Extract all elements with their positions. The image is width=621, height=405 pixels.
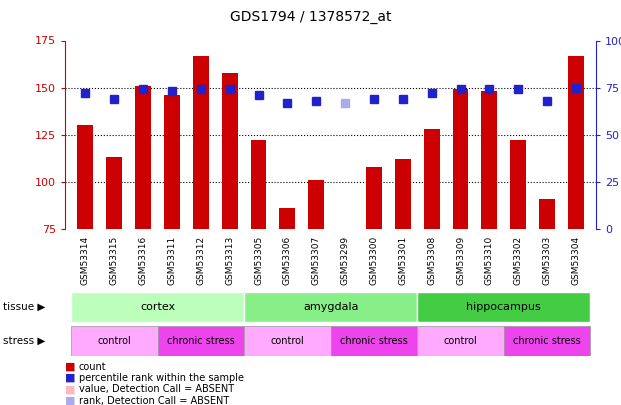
Text: GSM53304: GSM53304 — [571, 236, 581, 285]
Text: GSM53302: GSM53302 — [514, 236, 523, 285]
Bar — [279, 208, 296, 229]
Text: GSM53310: GSM53310 — [485, 236, 494, 285]
Bar — [330, 326, 417, 356]
Text: GSM53312: GSM53312 — [196, 236, 206, 285]
Text: cortex: cortex — [140, 302, 175, 312]
Text: tissue ▶: tissue ▶ — [3, 302, 45, 312]
Bar — [78, 125, 93, 229]
Text: GSM53303: GSM53303 — [543, 236, 551, 285]
Bar — [71, 326, 158, 356]
Text: ■: ■ — [65, 396, 76, 405]
Text: GSM53316: GSM53316 — [138, 236, 148, 285]
Text: GDS1794 / 1378572_at: GDS1794 / 1378572_at — [230, 10, 391, 24]
Bar — [308, 180, 324, 229]
Text: GSM53315: GSM53315 — [110, 236, 119, 285]
Bar — [568, 55, 584, 229]
Bar — [244, 292, 417, 322]
Bar — [453, 90, 468, 229]
Bar — [222, 72, 238, 229]
Text: GSM53314: GSM53314 — [81, 236, 90, 285]
Bar — [510, 140, 526, 229]
Text: GSM53313: GSM53313 — [225, 236, 234, 285]
Bar — [504, 326, 591, 356]
Text: amygdala: amygdala — [303, 302, 358, 312]
Bar — [417, 326, 504, 356]
Bar — [417, 292, 591, 322]
Bar — [424, 129, 440, 229]
Bar — [71, 292, 244, 322]
Text: chronic stress: chronic stress — [167, 336, 235, 346]
Text: control: control — [97, 336, 131, 346]
Text: ■: ■ — [65, 384, 76, 394]
Text: stress ▶: stress ▶ — [3, 336, 45, 346]
Bar — [106, 157, 122, 229]
Bar — [158, 326, 244, 356]
Text: chronic stress: chronic stress — [340, 336, 408, 346]
Text: GSM53306: GSM53306 — [283, 236, 292, 285]
Bar — [395, 159, 410, 229]
Text: value, Detection Call = ABSENT: value, Detection Call = ABSENT — [79, 384, 234, 394]
Text: GSM53308: GSM53308 — [427, 236, 436, 285]
Bar — [481, 92, 497, 229]
Bar — [164, 95, 180, 229]
Bar — [193, 55, 209, 229]
Text: GSM53300: GSM53300 — [369, 236, 378, 285]
Text: GSM53309: GSM53309 — [456, 236, 465, 285]
Bar — [366, 167, 382, 229]
Text: GSM53301: GSM53301 — [398, 236, 407, 285]
Text: GSM53305: GSM53305 — [254, 236, 263, 285]
Text: chronic stress: chronic stress — [513, 336, 581, 346]
Text: control: control — [443, 336, 478, 346]
Text: GSM53311: GSM53311 — [168, 236, 176, 285]
Bar — [251, 140, 266, 229]
Text: rank, Detection Call = ABSENT: rank, Detection Call = ABSENT — [79, 396, 229, 405]
Bar — [539, 199, 555, 229]
Text: GSM53307: GSM53307 — [312, 236, 321, 285]
Text: GSM53299: GSM53299 — [340, 236, 350, 285]
Text: count: count — [79, 362, 106, 371]
Bar — [244, 326, 330, 356]
Text: ■: ■ — [65, 362, 76, 371]
Text: ■: ■ — [65, 373, 76, 383]
Text: hippocampus: hippocampus — [466, 302, 541, 312]
Text: control: control — [271, 336, 304, 346]
Bar — [135, 86, 151, 229]
Text: percentile rank within the sample: percentile rank within the sample — [79, 373, 244, 383]
